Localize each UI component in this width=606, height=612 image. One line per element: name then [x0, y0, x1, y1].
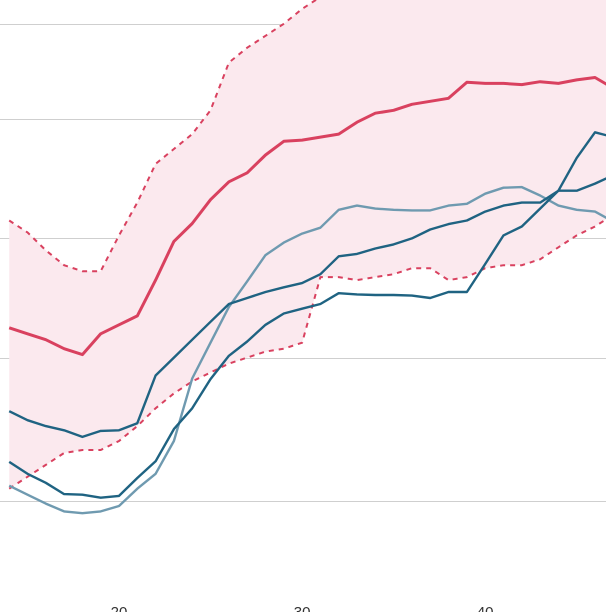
x-tick-label-0: 20: [111, 604, 128, 612]
series-lines: [8, 76, 606, 515]
x-tick-label-1: 30: [294, 604, 311, 612]
series-line-0: [8, 76, 606, 357]
x-tick-label-2: 40: [477, 604, 494, 612]
confidence-band: [8, 0, 606, 490]
band-lower-line: [8, 218, 606, 490]
band-fill: [9, 0, 606, 489]
series-line-3: [8, 185, 606, 515]
x-axis-tick-labels: 20 30 40: [111, 604, 494, 612]
series-line-2: [8, 131, 606, 499]
series-line-1: [8, 177, 606, 439]
